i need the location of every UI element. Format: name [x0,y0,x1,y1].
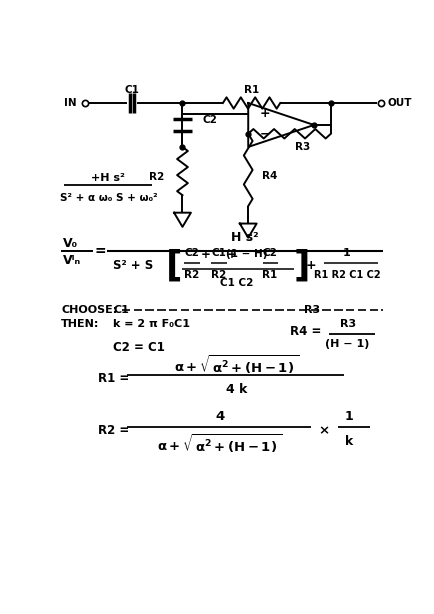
Text: +: + [227,248,237,261]
Text: ×: × [318,424,329,437]
Text: R2: R2 [210,270,226,279]
Text: =: = [94,244,105,258]
Text: C2 = C1: C2 = C1 [113,341,165,354]
Text: OUT: OUT [387,98,411,108]
Text: 1: 1 [342,248,350,258]
Text: −: − [259,127,270,140]
Text: C1: C1 [124,85,139,95]
Text: C2: C2 [261,248,276,258]
Text: S² + α ω₀ S + ω₀²: S² + α ω₀ S + ω₀² [59,193,157,203]
Text: (H − 1): (H − 1) [325,339,369,349]
Text: R2: R2 [148,172,164,182]
Text: C1: C1 [210,248,226,258]
Text: [: [ [165,248,182,282]
Text: C2: C2 [202,115,217,125]
Text: $\mathbf{\alpha + \sqrt{\,\alpha^2 + (H-1)\,}}$: $\mathbf{\alpha + \sqrt{\,\alpha^2 + (H-… [174,353,298,376]
Text: R4 =: R4 = [290,325,321,338]
Text: 1: 1 [344,410,353,423]
Text: C1 C2: C1 C2 [219,278,253,288]
Text: R3: R3 [295,142,310,152]
Text: R1 =: R1 = [98,372,129,385]
Text: R1 R2 C1 C2: R1 R2 C1 C2 [313,270,379,279]
Text: CHOOSE:: CHOOSE: [61,305,117,315]
Text: (1 − H): (1 − H) [226,249,267,259]
Text: V₀: V₀ [62,238,78,251]
Text: +: + [200,248,210,261]
Text: k = 2 π F₀C1: k = 2 π F₀C1 [113,319,190,329]
Text: R3: R3 [303,305,319,315]
Text: S² + S: S² + S [113,258,153,271]
Text: +: + [259,107,270,120]
Text: THEN:: THEN: [61,319,99,329]
Text: IN: IN [63,98,76,108]
Text: H s²: H s² [230,231,258,244]
Text: +: + [305,258,315,271]
Text: R3: R3 [339,319,355,329]
Text: +H s²: +H s² [91,173,125,183]
Text: Vᴵₙ: Vᴵₙ [62,254,81,267]
Text: k: k [345,435,353,448]
Text: R2 =: R2 = [98,424,129,437]
Text: R1: R1 [261,270,276,279]
Text: ]: ] [293,248,310,282]
Text: $\mathbf{\alpha + \sqrt{\,\alpha^2 + (H-1)\,}}$: $\mathbf{\alpha + \sqrt{\,\alpha^2 + (H-… [157,433,282,455]
Text: R4: R4 [261,171,276,181]
Text: R2: R2 [184,270,199,279]
Text: C1: C1 [113,305,129,315]
Text: 4 k: 4 k [225,383,247,395]
Text: R1: R1 [243,85,259,95]
Text: C2: C2 [184,248,199,258]
Text: 4: 4 [214,410,224,423]
